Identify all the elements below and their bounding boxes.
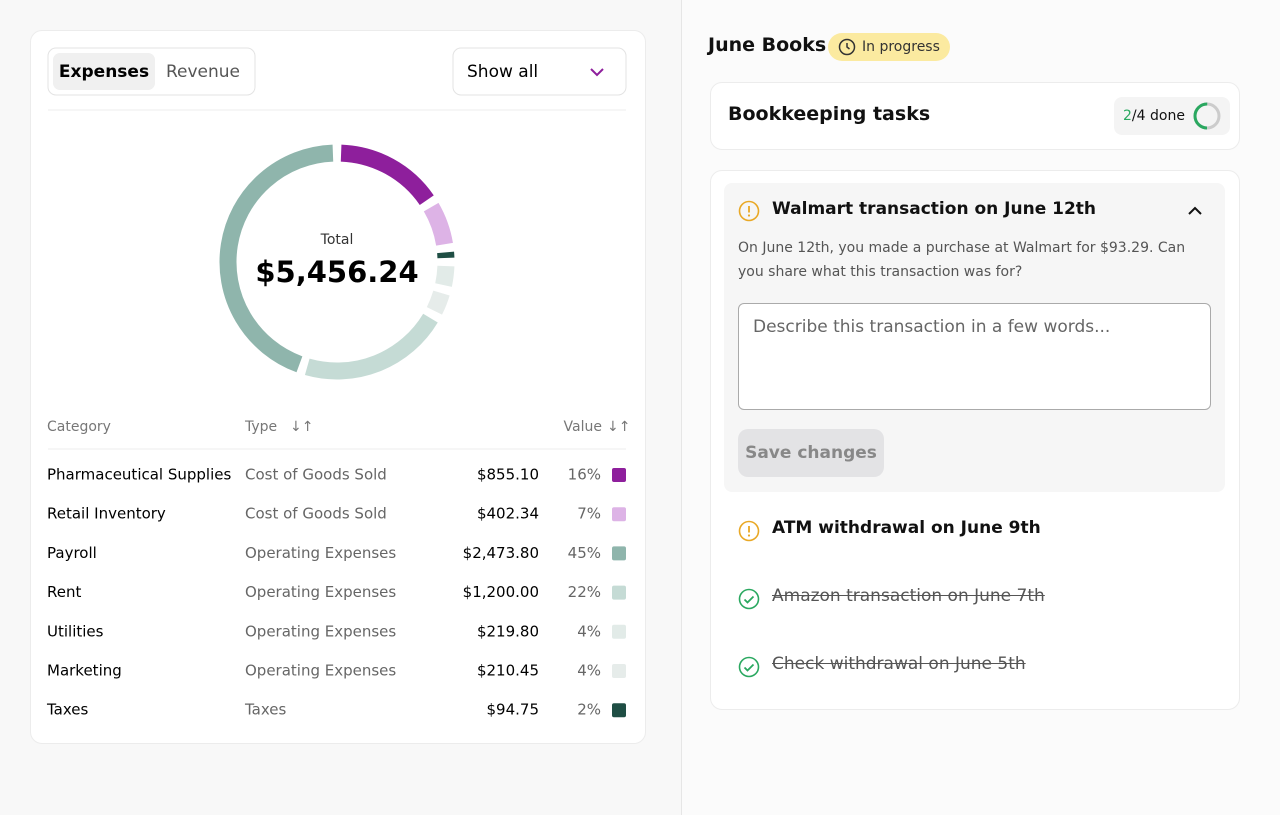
amount: $2,473.80 xyxy=(463,544,539,562)
percent: 4% xyxy=(577,662,601,680)
task-title[interactable]: ATM withdrawal on June 9th xyxy=(772,518,1041,538)
chevron xyxy=(590,68,604,77)
color-swatch xyxy=(612,546,626,561)
percent: 45% xyxy=(568,544,601,562)
progress-label: done xyxy=(1150,108,1185,124)
progress-text: 2/4 done xyxy=(1123,108,1185,124)
percent: 4% xyxy=(577,622,601,640)
warning-icon xyxy=(738,520,760,542)
category: Taxes xyxy=(46,701,89,719)
amount: $855.10 xyxy=(477,466,539,484)
column-header: Category xyxy=(47,419,111,435)
type: Cost of Goods Sold xyxy=(245,505,387,523)
progress-done: 2 xyxy=(1123,108,1132,124)
tab[interactable]: Expenses xyxy=(59,62,149,82)
color-swatch xyxy=(612,624,626,639)
color-swatch xyxy=(612,507,626,522)
filter-label[interactable]: Show all xyxy=(467,62,538,82)
category: Payroll xyxy=(47,544,97,562)
task-title[interactable]: Amazon transaction on June 7th xyxy=(772,586,1045,606)
expenses-card xyxy=(30,30,646,744)
tab[interactable]: Revenue xyxy=(166,62,240,82)
donut-segment xyxy=(435,265,455,287)
percent: 16% xyxy=(568,466,601,484)
percent: 22% xyxy=(568,583,601,601)
type: Cost of Goods Sold xyxy=(245,466,387,484)
task-body: On June 12th, you made a purchase at Wal… xyxy=(738,240,1186,280)
tasks-card: Walmart transaction on June 12th On June … xyxy=(710,170,1240,710)
amount: $94.75 xyxy=(487,701,540,719)
progress-pill: 2/4 done xyxy=(1114,97,1230,135)
donut-segment xyxy=(426,290,450,315)
clock-icon xyxy=(838,38,856,56)
category: Pharmaceutical Supplies xyxy=(47,466,231,484)
icon-circle xyxy=(738,200,760,222)
category: Retail Inventory xyxy=(47,505,166,523)
check-icon xyxy=(738,588,760,610)
type: Operating Expenses xyxy=(245,544,396,562)
type: Operating Expenses xyxy=(245,662,396,680)
column-header[interactable]: Type xyxy=(244,419,277,435)
expenses-chart: Expenses Revenue Show all Total $5,456.2… xyxy=(46,47,630,719)
tasks-header-card: Bookkeeping tasks 2/4 done xyxy=(710,82,1240,150)
icon-check xyxy=(743,595,755,604)
save-button[interactable]: Save changes xyxy=(738,429,884,477)
center-value: $5,456.24 xyxy=(255,255,418,289)
donut-segment xyxy=(304,313,438,380)
progress-total: 4 xyxy=(1136,108,1146,124)
ring-progress xyxy=(1193,102,1221,130)
books-title: June Books xyxy=(708,34,827,56)
type: Operating Expenses xyxy=(245,622,396,640)
check-icon xyxy=(738,656,760,678)
sort-icon[interactable]: ↓↑ xyxy=(607,419,630,435)
collapse-icon[interactable] xyxy=(1186,202,1204,220)
donut-segment xyxy=(219,144,334,373)
status-badge: In progress xyxy=(828,33,950,61)
color-swatch xyxy=(612,703,626,718)
donut-segment xyxy=(340,144,434,206)
progress-ring xyxy=(1193,102,1221,130)
type: Operating Expenses xyxy=(245,583,396,601)
color-swatch xyxy=(612,585,626,600)
icon-dot xyxy=(747,534,751,537)
icon-circle xyxy=(738,656,760,678)
color-swatch xyxy=(612,468,626,482)
icon-circle xyxy=(738,588,760,610)
amount: $1,200.00 xyxy=(463,583,539,601)
filter-select[interactable] xyxy=(452,47,627,96)
category: Utilities xyxy=(47,622,104,640)
percent: 7% xyxy=(577,505,601,523)
sort-icon[interactable]: ↓↑ xyxy=(290,419,313,435)
chevron xyxy=(1188,206,1202,215)
tab-active[interactable] xyxy=(53,53,155,90)
icon-check xyxy=(743,663,755,672)
task-expanded: Walmart transaction on June 12th On June … xyxy=(724,183,1225,492)
input-placeholder[interactable]: Describe this transaction in a few words… xyxy=(753,317,1111,337)
status-text: In progress xyxy=(862,39,940,55)
category: Marketing xyxy=(47,662,122,680)
amount: $402.34 xyxy=(477,505,539,523)
description-input[interactable] xyxy=(738,303,1211,410)
task-title[interactable]: Walmart transaction on June 12th xyxy=(772,199,1097,219)
warning-icon xyxy=(738,200,760,222)
percent: 2% xyxy=(577,701,601,719)
type: Taxes xyxy=(244,701,287,719)
category: Rent xyxy=(47,583,81,601)
icon-dot xyxy=(747,214,751,217)
amount: $210.45 xyxy=(477,662,539,680)
color-swatch xyxy=(612,664,626,678)
column-header[interactable]: Value xyxy=(564,419,602,435)
task-title[interactable]: Check withdrawal on June 5th xyxy=(772,654,1026,674)
tasks-title: Bookkeeping tasks xyxy=(728,103,931,125)
icon-circle xyxy=(738,520,760,542)
donut-segment xyxy=(423,202,453,246)
amount: $219.80 xyxy=(477,622,539,640)
center-label: Total xyxy=(320,232,354,248)
